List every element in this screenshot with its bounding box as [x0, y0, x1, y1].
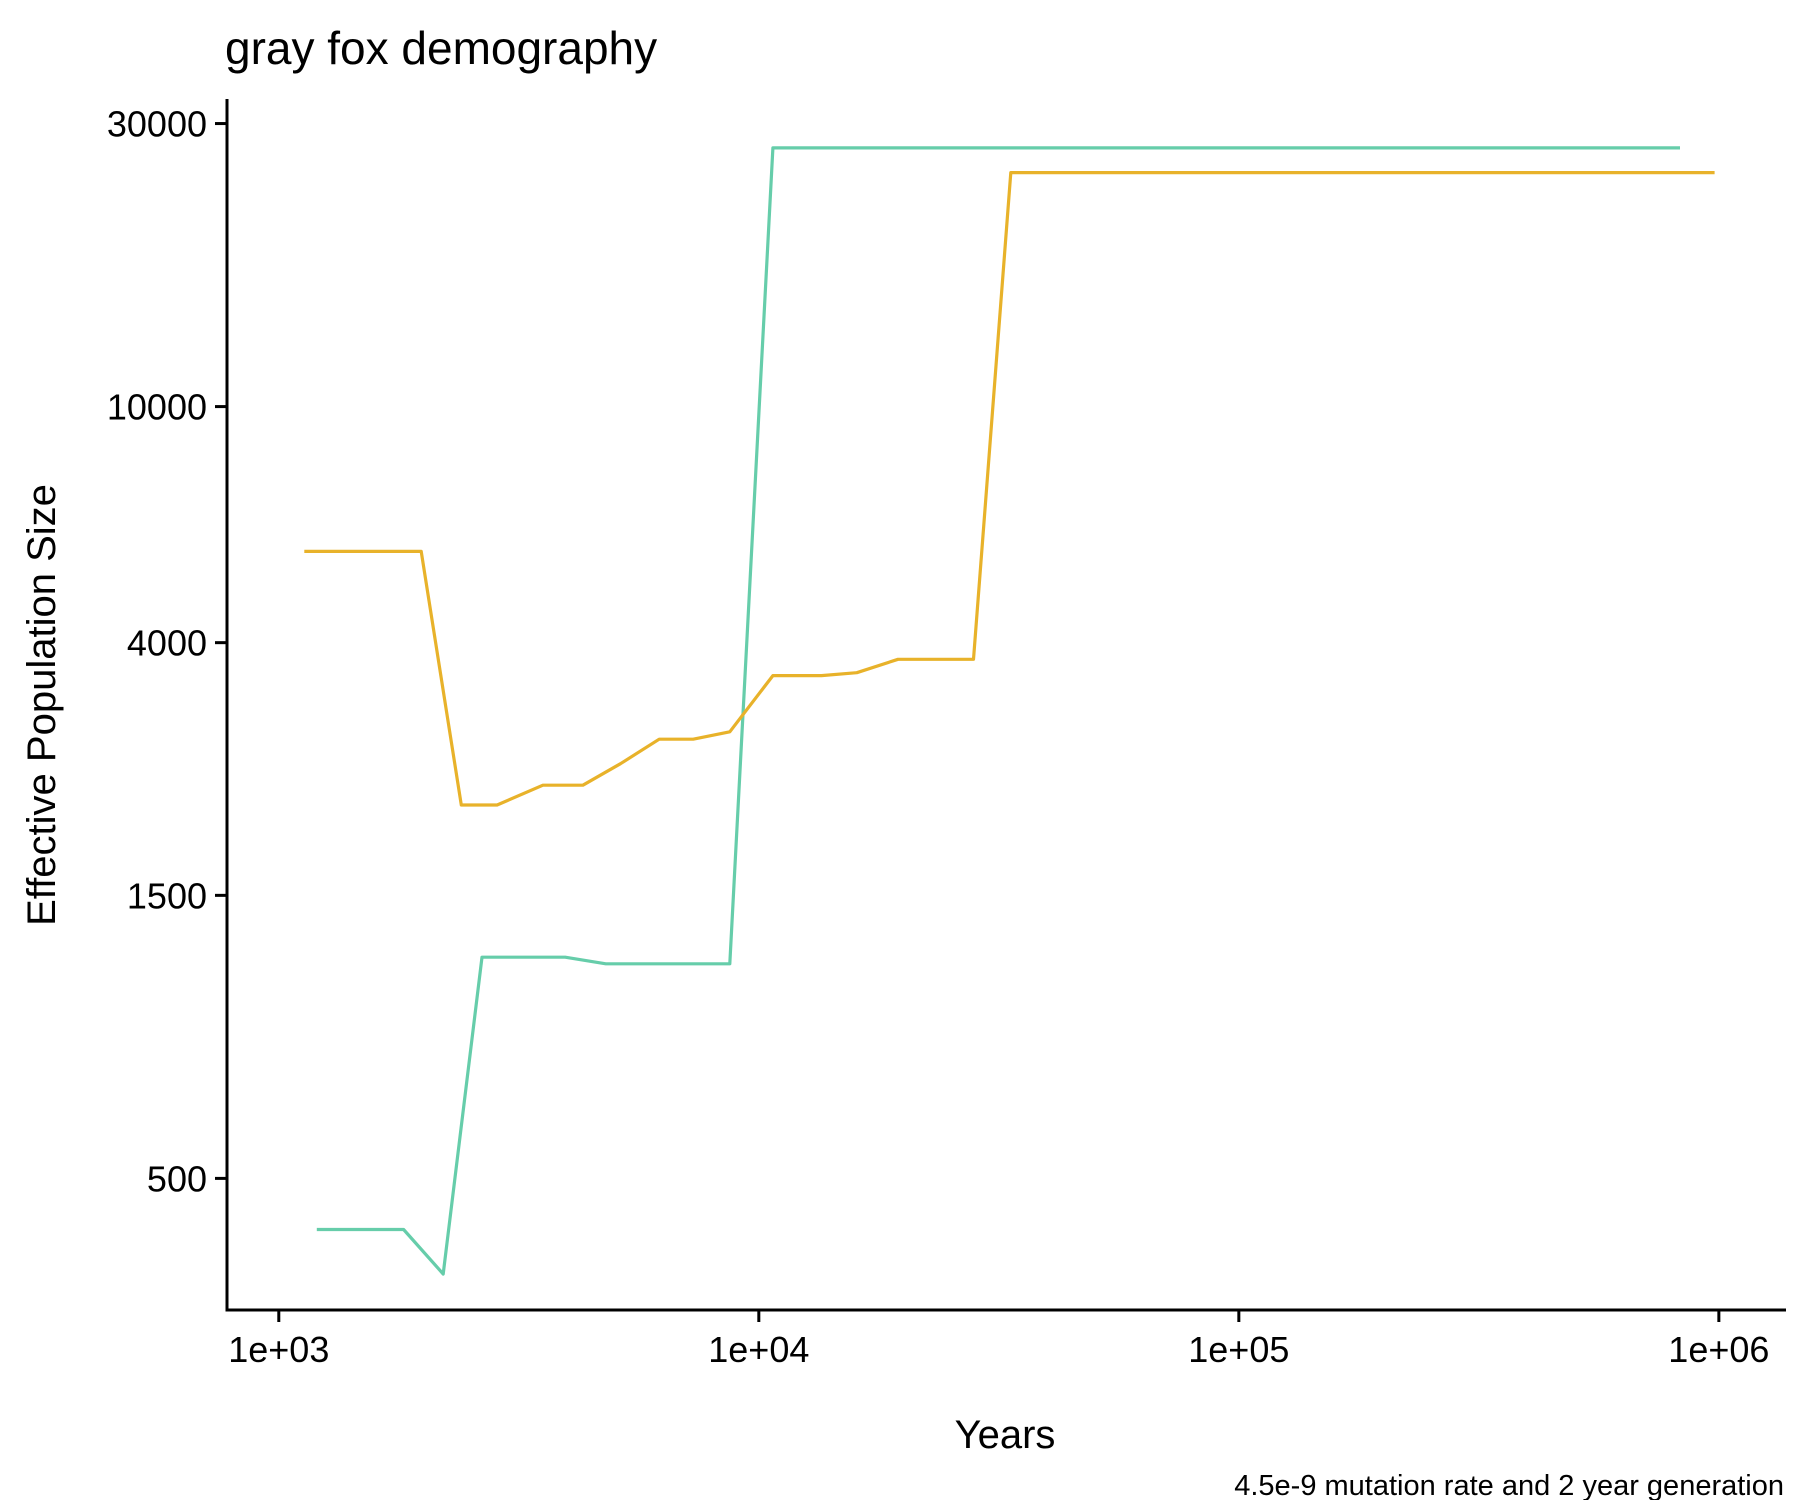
x-tick-label: 1e+06	[1668, 1329, 1769, 1370]
ticks-layer: 1e+03 1e+04 1e+05 1e+06 500 1500 4000 10000 3000…	[107, 104, 1770, 1370]
x-tick-label: 1e+04	[708, 1329, 809, 1370]
y-tick-label: 10000	[107, 387, 207, 428]
chart-title: gray fox demography	[225, 22, 657, 74]
x-axis-title: Years	[955, 1413, 1056, 1457]
series-line-1	[316, 146, 1680, 1276]
series-layer	[304, 146, 1715, 1276]
series-line-2	[304, 171, 1715, 807]
y-tick-label: 4000	[127, 623, 207, 664]
y-tick-label: 500	[147, 1158, 207, 1199]
y-tick-label: 1500	[127, 875, 207, 916]
y-tick-label: 30000	[107, 104, 207, 145]
chart-caption: 4.5e-9 mutation rate and 2 year generati…	[1234, 1470, 1784, 1500]
x-tick-label: 1e+05	[1188, 1329, 1289, 1370]
y-axis-title: Effective Population Size	[20, 484, 64, 926]
axes-layer	[225, 99, 1786, 1312]
x-tick-label: 1e+03	[228, 1329, 329, 1370]
